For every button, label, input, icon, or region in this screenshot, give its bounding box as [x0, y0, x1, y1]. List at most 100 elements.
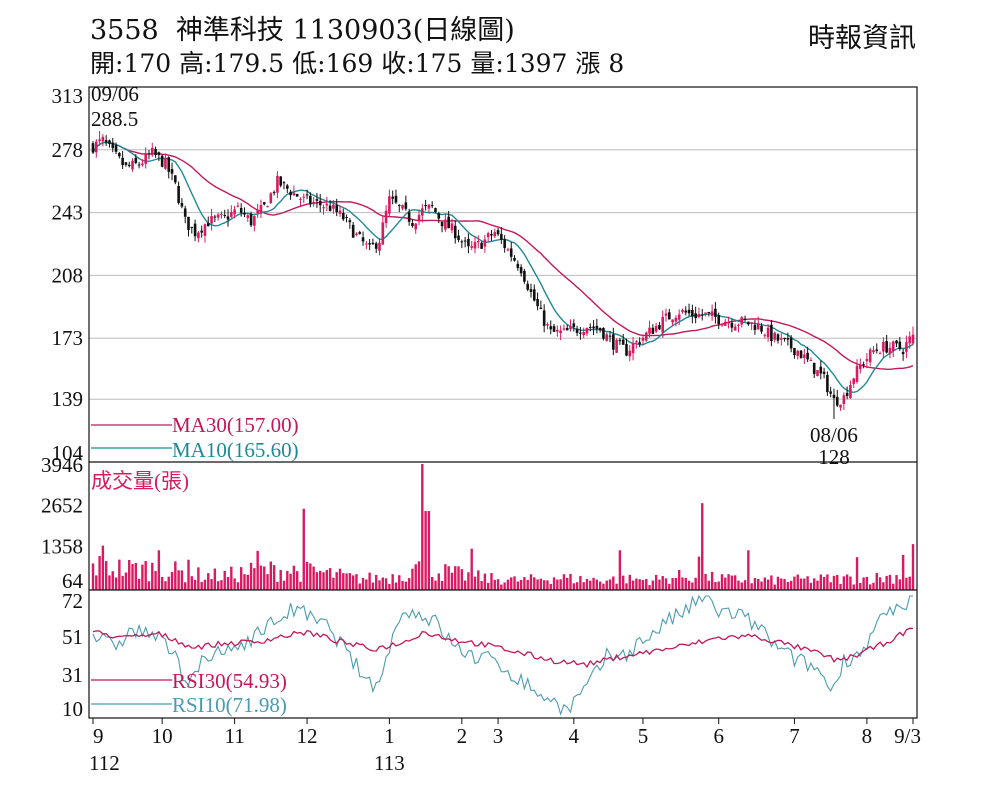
volume-bar: [859, 582, 862, 590]
candle: [552, 323, 556, 332]
candle: [842, 392, 846, 411]
volume-bar: [862, 577, 865, 590]
candle-body: [516, 263, 520, 269]
candle-body: [233, 209, 236, 215]
candle-body: [747, 321, 750, 325]
candle: [262, 201, 266, 206]
candle-body: [605, 334, 609, 341]
volume-bar: [444, 564, 447, 590]
candle: [401, 204, 404, 211]
candle-body: [444, 219, 447, 230]
candle-body: [457, 235, 460, 240]
candle-body: [124, 162, 128, 165]
volume-bar: [430, 577, 434, 590]
volume-bar: [365, 579, 368, 590]
candle-body: [635, 341, 638, 343]
volume-bar: [500, 584, 503, 590]
candle: [206, 216, 210, 227]
candle: [523, 268, 526, 284]
candle: [259, 199, 263, 219]
volume-bar: [615, 583, 618, 590]
candle-body: [384, 210, 388, 224]
candle-body: [190, 226, 194, 228]
volume-bar: [681, 577, 684, 590]
candle: [467, 233, 470, 254]
volume-bar: [803, 578, 806, 590]
rsi30-line: [92, 627, 914, 669]
candle-body: [180, 203, 184, 207]
candle: [631, 337, 635, 361]
candle-body: [144, 153, 147, 164]
candle-body: [295, 193, 299, 197]
volume-bar: [595, 579, 599, 590]
candle: [131, 158, 134, 172]
candle: [503, 235, 506, 253]
volume-bar: [424, 511, 427, 590]
candle-body: [549, 326, 553, 330]
candle-body: [819, 366, 823, 374]
volume-bar: [345, 573, 348, 590]
price-axis-tick: 208: [52, 263, 84, 287]
volume-bar: [763, 577, 767, 590]
candle: [849, 380, 852, 399]
candle: [720, 323, 724, 327]
volume-bar: [496, 579, 500, 590]
candle-body: [378, 242, 381, 251]
candle-body: [700, 314, 704, 316]
candle: [519, 264, 523, 277]
candle: [164, 153, 167, 170]
candle-body: [374, 243, 378, 249]
volume-bar: [911, 544, 915, 590]
candle: [190, 226, 194, 234]
candle-body: [361, 237, 365, 242]
x-axis-month-label: 7: [789, 724, 800, 748]
candle-body: [345, 216, 348, 218]
volume-bar: [612, 576, 615, 590]
volume-bar: [664, 578, 668, 590]
candle-body: [694, 313, 697, 319]
volume-bars: [91, 464, 915, 590]
volume-axis-tick: 64: [62, 569, 84, 593]
candle: [397, 204, 401, 213]
candle-body: [806, 352, 809, 360]
candle-body: [335, 205, 338, 213]
volume-bar: [414, 564, 417, 590]
candle: [796, 349, 800, 360]
candle-body: [677, 314, 681, 320]
candle-body: [272, 192, 276, 194]
candle-body: [852, 378, 856, 384]
candle-body: [654, 326, 658, 332]
volume-bar: [737, 580, 740, 590]
candle-body: [770, 324, 773, 342]
candle: [717, 312, 721, 330]
candle-body: [513, 257, 516, 261]
candle-body: [740, 317, 744, 325]
candle-body: [743, 318, 747, 320]
grid: [89, 149, 917, 400]
volume-bar: [351, 575, 355, 590]
volume-bar: [529, 574, 533, 590]
candle: [480, 241, 483, 250]
candle-body: [193, 223, 197, 237]
candle: [602, 327, 605, 341]
candle: [700, 308, 704, 321]
volume-bar: [305, 561, 309, 590]
volume-bar: [674, 577, 678, 590]
volume-bar: [628, 574, 631, 590]
volume-bar: [892, 583, 895, 590]
volume-bar: [710, 571, 714, 590]
candle-body: [789, 337, 793, 349]
candle-body: [414, 223, 418, 230]
volume-bar: [437, 573, 440, 590]
candle-body: [480, 242, 483, 249]
candle: [299, 197, 302, 207]
candle-body: [868, 349, 872, 363]
candle: [457, 229, 460, 243]
volume-bar: [658, 579, 661, 590]
candle-body: [572, 323, 576, 328]
candle-body: [631, 343, 635, 354]
candle-body: [835, 396, 839, 406]
volume-bar: [95, 575, 98, 590]
volume-bar: [575, 582, 579, 590]
